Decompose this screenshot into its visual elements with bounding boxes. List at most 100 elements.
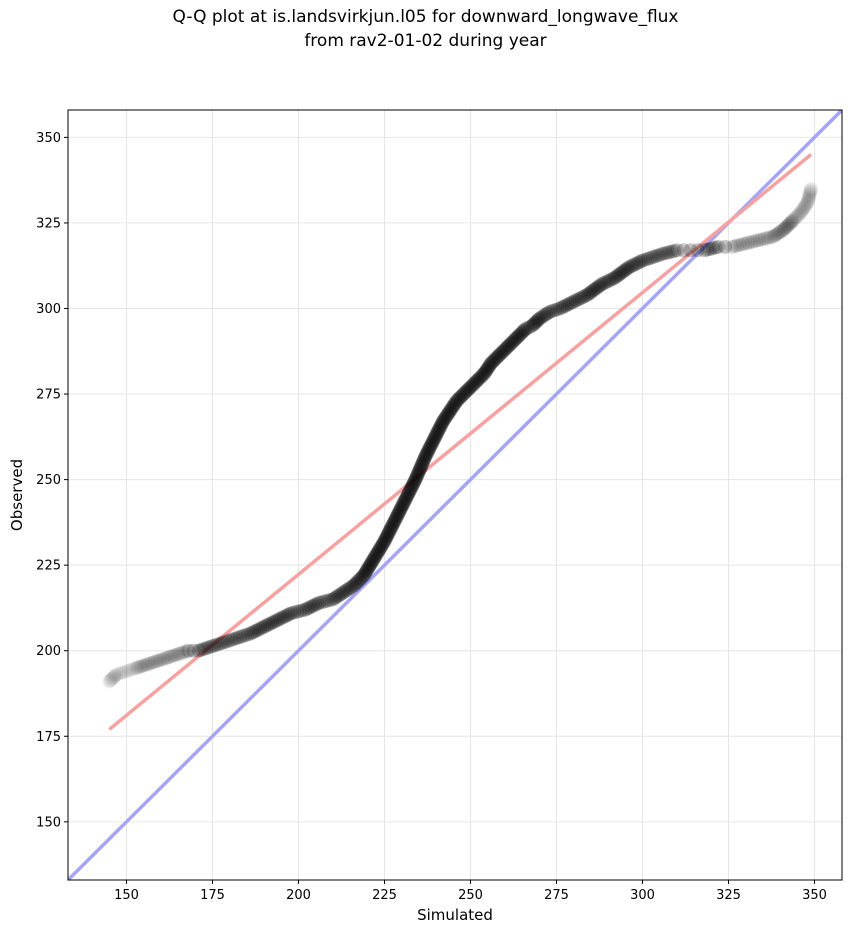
qq-point — [664, 244, 679, 259]
qq-point — [405, 478, 420, 493]
qq-point — [360, 561, 375, 576]
qq-point — [798, 199, 813, 214]
qq-point — [730, 238, 745, 253]
qq-point — [539, 307, 554, 322]
qq-point — [247, 624, 262, 639]
qq-point — [202, 640, 217, 655]
qq-point — [204, 639, 219, 654]
y-tick-label: 200 — [36, 644, 61, 659]
qq-point — [257, 619, 272, 634]
qq-point — [615, 264, 630, 279]
qq-point — [491, 349, 505, 364]
qq-point — [513, 326, 528, 341]
qq-point — [474, 368, 489, 383]
qq-point — [495, 344, 510, 359]
x-tick-label: 200 — [286, 888, 311, 903]
qq-point — [422, 441, 437, 456]
qq-point — [369, 547, 384, 562]
qq-point — [388, 512, 403, 527]
qq-point — [457, 385, 472, 400]
qq-point — [379, 530, 394, 545]
qq-point — [249, 623, 264, 638]
qq-point — [290, 604, 305, 619]
qq-point — [480, 361, 495, 376]
qq-point — [253, 621, 268, 636]
qq-point — [784, 215, 799, 230]
qq-point — [397, 494, 412, 509]
qq-point — [418, 448, 433, 463]
qq-point — [708, 240, 723, 255]
qq-point — [411, 465, 426, 480]
qq-point — [568, 293, 583, 308]
qq-point — [428, 429, 443, 444]
qq-point — [545, 304, 560, 319]
qq-point — [442, 404, 457, 419]
qq-point — [802, 187, 817, 202]
qq-point — [423, 439, 438, 454]
qq-point — [507, 333, 522, 348]
qq-point — [292, 604, 307, 619]
qq-point — [618, 262, 633, 277]
qq-point — [455, 388, 470, 403]
qq-point — [134, 659, 149, 674]
qq-point — [479, 362, 494, 377]
qq-point — [566, 294, 581, 309]
qq-point — [387, 515, 402, 530]
qq-point — [220, 634, 235, 649]
qq-point — [349, 576, 364, 591]
qq-point — [385, 517, 400, 532]
qq-point — [690, 243, 705, 258]
qq-point — [416, 454, 431, 469]
qq-point — [284, 606, 299, 621]
qq-point — [427, 432, 442, 447]
qq-point — [472, 371, 487, 386]
points-layer — [102, 181, 819, 689]
qq-point — [446, 399, 461, 414]
qq-point — [440, 408, 455, 423]
qq-point — [104, 672, 119, 687]
qq-point — [481, 360, 496, 375]
qq-point — [389, 509, 404, 524]
qq-point — [304, 599, 319, 614]
qq-point — [412, 464, 427, 479]
qq-point — [422, 440, 437, 455]
qq-point — [364, 555, 379, 570]
qq-point — [638, 252, 653, 267]
qq-point — [502, 337, 517, 352]
qq-point — [629, 256, 644, 271]
qq-point — [378, 532, 393, 547]
qq-point — [468, 375, 483, 390]
qq-point — [306, 598, 321, 613]
qq-point — [261, 617, 276, 632]
qq-point — [558, 298, 573, 313]
qq-point — [585, 284, 600, 299]
qq-point — [418, 450, 433, 465]
qq-point — [431, 424, 446, 439]
qq-point — [217, 635, 232, 650]
y-tick-label: 250 — [36, 473, 61, 488]
qq-point — [426, 433, 441, 448]
qq-point — [526, 317, 541, 332]
qq-point — [803, 183, 818, 198]
qq-point — [482, 358, 497, 373]
qq-point — [462, 381, 477, 396]
qq-point — [325, 592, 340, 607]
qq-point — [181, 643, 196, 658]
qq-point — [207, 638, 222, 653]
qq-point — [757, 231, 772, 246]
qq-point — [356, 568, 371, 583]
qq-point — [278, 609, 293, 623]
qq-point — [515, 325, 530, 340]
qq-point — [420, 445, 435, 460]
qq-point — [785, 213, 800, 228]
qq-point — [225, 632, 240, 647]
qq-point — [163, 649, 178, 664]
qq-point — [320, 593, 335, 608]
qq-point — [473, 369, 488, 384]
qq-point — [537, 308, 552, 323]
qq-point — [375, 536, 390, 551]
qq-point — [147, 654, 162, 669]
qq-point — [488, 351, 503, 366]
qq-point — [486, 353, 501, 368]
qq-point — [334, 586, 349, 601]
